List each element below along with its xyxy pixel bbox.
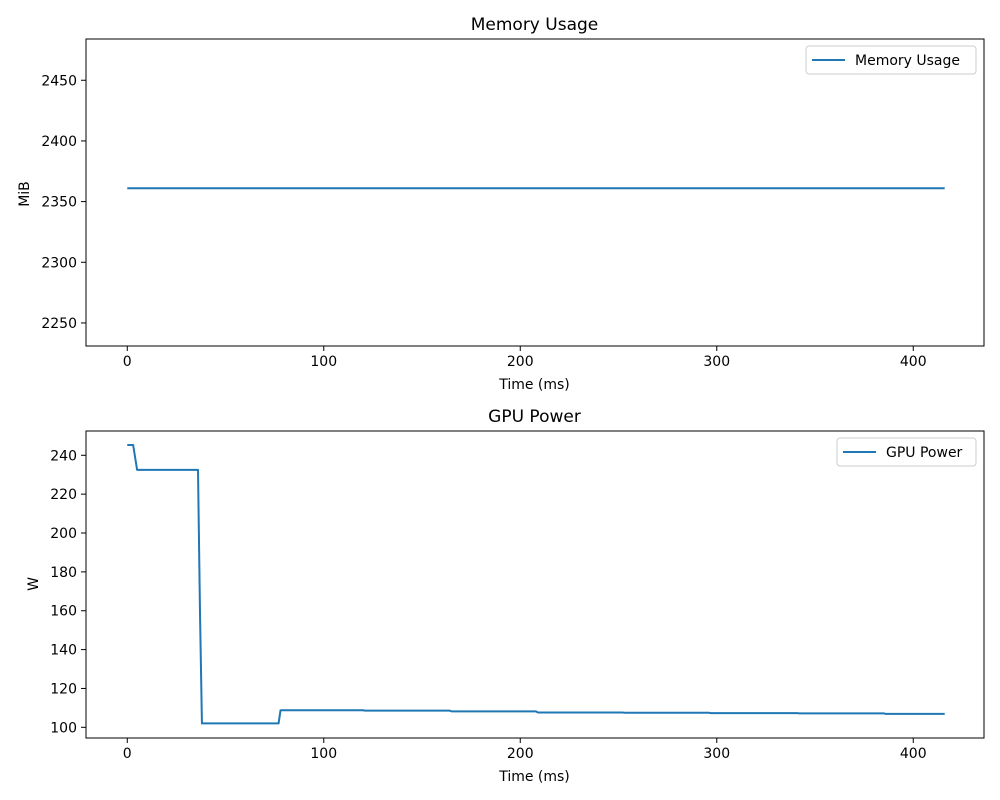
legend-box [836,437,977,467]
y-tick-label: 180 [50,565,77,581]
x-tick-label: 400 [900,354,927,370]
x-tick-label: 0 [123,746,132,762]
chart-title: Memory Usage [471,15,599,35]
y-tick-label: 100 [50,720,77,736]
gpu-power-chart: GPU Power 0 100 200 300 400 100 120 140 160 180 2… [26,407,985,785]
y-tick-label: 120 [50,681,77,697]
x-tick-label: 200 [507,746,534,762]
axes-frame [85,38,985,347]
y-tick-label: 200 [50,526,77,542]
y-tick-label: 2300 [41,255,77,271]
legend-box [805,45,977,75]
axes-frame [85,430,985,739]
x-tick-label: 100 [310,746,337,762]
y-tick-label: 2250 [41,316,77,332]
legend: GPU Power [836,437,977,467]
chart-title: GPU Power [488,407,581,427]
x-tick-label: 0 [123,354,132,370]
y-tick-label: 160 [50,604,77,620]
x-tick-label: 200 [507,354,534,370]
y-axis-ticks: 2250 2300 2350 2400 2450 [41,73,86,332]
x-tick-label: 300 [703,746,730,762]
y-axis-ticks: 100 120 140 160 180 200 220 240 [50,448,86,736]
y-tick-label: 2350 [41,195,77,211]
y-axis-label: MiB [17,181,33,207]
y-tick-label: 140 [50,643,77,659]
y-tick-label: 220 [50,487,77,503]
x-axis-ticks: 0 100 200 300 400 [123,738,927,762]
x-axis-label: Time (ms) [498,769,570,785]
memory-usage-chart: Memory Usage 0 100 200 300 400 2250230023502… [17,15,985,393]
plot-area [127,443,945,725]
y-tick-label: 240 [50,448,77,464]
series-line [127,443,945,725]
legend: Memory Usage [805,45,977,75]
x-axis-ticks: 0 100 200 300 400 [123,346,927,370]
x-tick-label: 300 [703,354,730,370]
legend-entry-memory-usage: Memory Usage [855,53,960,69]
legend-entry-gpu-power: GPU Power [886,445,963,461]
y-axis-label: W [26,577,42,591]
x-tick-label: 100 [310,354,337,370]
y-tick-label: 2450 [41,73,77,89]
y-tick-label: 2400 [41,134,77,150]
x-tick-label: 400 [900,746,927,762]
x-axis-label: Time (ms) [498,377,570,393]
